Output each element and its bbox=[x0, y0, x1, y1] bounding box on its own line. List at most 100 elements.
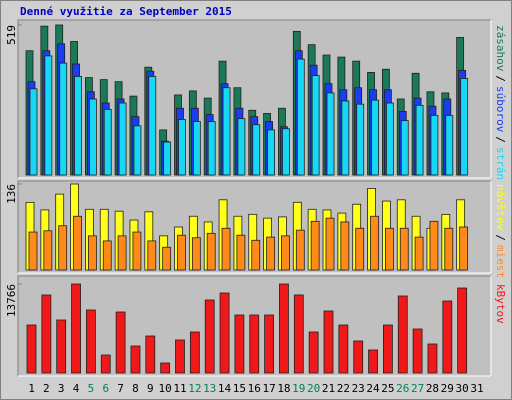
x-tick-label: 2 bbox=[43, 382, 50, 395]
bar bbox=[266, 236, 276, 271]
x-tick-label: 12 bbox=[188, 382, 201, 395]
x-tick-label: 29 bbox=[441, 382, 454, 395]
bar bbox=[28, 231, 38, 271]
x-tick-label: 15 bbox=[233, 382, 246, 395]
bar bbox=[102, 240, 112, 271]
bar bbox=[295, 229, 305, 271]
x-tick-label: 6 bbox=[102, 382, 109, 395]
chart-title: Denné využitie za September 2015 bbox=[20, 5, 232, 18]
bar bbox=[427, 343, 438, 374]
bar bbox=[457, 287, 468, 374]
bar bbox=[370, 215, 379, 271]
bar bbox=[103, 108, 112, 176]
bar bbox=[59, 62, 68, 176]
legend-separator: / bbox=[494, 136, 507, 143]
x-tick-label: 1 bbox=[28, 382, 35, 395]
bar bbox=[356, 103, 365, 176]
legend: kBytov bbox=[494, 284, 507, 324]
legend-entry: zásahov bbox=[494, 25, 507, 72]
bar bbox=[86, 309, 96, 374]
bar bbox=[341, 100, 350, 176]
bar bbox=[26, 324, 37, 374]
bar bbox=[148, 76, 157, 176]
bar bbox=[74, 76, 82, 176]
legend-separator: / bbox=[494, 75, 507, 82]
bar bbox=[133, 125, 142, 176]
bar bbox=[145, 335, 156, 374]
bar bbox=[311, 75, 320, 176]
bar bbox=[397, 295, 408, 374]
x-tick-label: 21 bbox=[322, 382, 335, 395]
x-tick-label: 27 bbox=[411, 382, 424, 395]
bar bbox=[189, 331, 200, 374]
bar bbox=[236, 234, 246, 271]
bar bbox=[308, 331, 319, 374]
bar bbox=[325, 217, 335, 271]
bar bbox=[234, 314, 245, 374]
bar bbox=[459, 226, 469, 271]
bar bbox=[414, 236, 424, 271]
x-tick-label: 13 bbox=[203, 382, 216, 395]
x-tick-label: 26 bbox=[396, 382, 409, 395]
bar bbox=[267, 129, 276, 176]
bar bbox=[415, 104, 424, 176]
x-tick-label: 9 bbox=[147, 382, 154, 395]
x-tick-label: 22 bbox=[337, 382, 350, 395]
bar bbox=[279, 283, 289, 374]
x-tick-label: 8 bbox=[132, 382, 139, 395]
bar bbox=[355, 227, 365, 271]
bar bbox=[73, 215, 82, 271]
legend: zásahov / súborov / strán bbox=[494, 25, 507, 180]
bar bbox=[264, 314, 275, 374]
bar bbox=[222, 87, 231, 176]
bar bbox=[368, 349, 378, 374]
legend-entry: súborov bbox=[494, 86, 507, 133]
bar bbox=[400, 120, 409, 176]
bar bbox=[132, 231, 142, 271]
bar bbox=[338, 324, 349, 374]
bar bbox=[118, 102, 127, 176]
legend-separator: / bbox=[494, 234, 507, 241]
x-tick-label: 19 bbox=[292, 382, 305, 395]
bar bbox=[117, 235, 127, 271]
bar bbox=[192, 121, 201, 176]
bar bbox=[251, 239, 261, 271]
x-tick-label: 17 bbox=[262, 382, 275, 395]
bar bbox=[371, 99, 379, 176]
bar bbox=[44, 55, 53, 176]
bar bbox=[353, 340, 364, 374]
bar bbox=[296, 58, 305, 176]
x-tick-label: 25 bbox=[381, 382, 394, 395]
bar bbox=[460, 78, 469, 176]
x-tick-label: 3 bbox=[58, 382, 65, 395]
bar bbox=[237, 118, 246, 176]
x-tick-label: 24 bbox=[366, 382, 380, 395]
legend-entry: kBytov bbox=[494, 284, 507, 324]
bar bbox=[175, 339, 185, 374]
bar bbox=[445, 115, 454, 176]
bar bbox=[162, 246, 172, 271]
y-tick-label: 136 bbox=[5, 184, 18, 204]
legend-entry: návštev bbox=[494, 184, 507, 231]
bar bbox=[281, 235, 290, 271]
bar bbox=[43, 230, 53, 271]
x-tick-label: 11 bbox=[173, 382, 186, 395]
x-tick-label: 18 bbox=[277, 382, 290, 395]
bar bbox=[326, 92, 335, 176]
bar bbox=[100, 354, 111, 374]
x-tick-label: 28 bbox=[426, 382, 439, 395]
bar bbox=[56, 319, 67, 374]
x-tick-label: 30 bbox=[456, 382, 469, 395]
x-tick-label: 31 bbox=[470, 382, 483, 395]
x-tick-label: 5 bbox=[88, 382, 95, 395]
bar bbox=[430, 115, 439, 176]
bar bbox=[399, 227, 409, 271]
bar bbox=[115, 311, 126, 374]
bar bbox=[58, 225, 68, 271]
bar bbox=[442, 300, 453, 374]
y-tick-label: 519 bbox=[5, 25, 18, 45]
bar bbox=[89, 98, 97, 176]
bar bbox=[207, 121, 216, 176]
x-tick-label: 10 bbox=[159, 382, 172, 395]
